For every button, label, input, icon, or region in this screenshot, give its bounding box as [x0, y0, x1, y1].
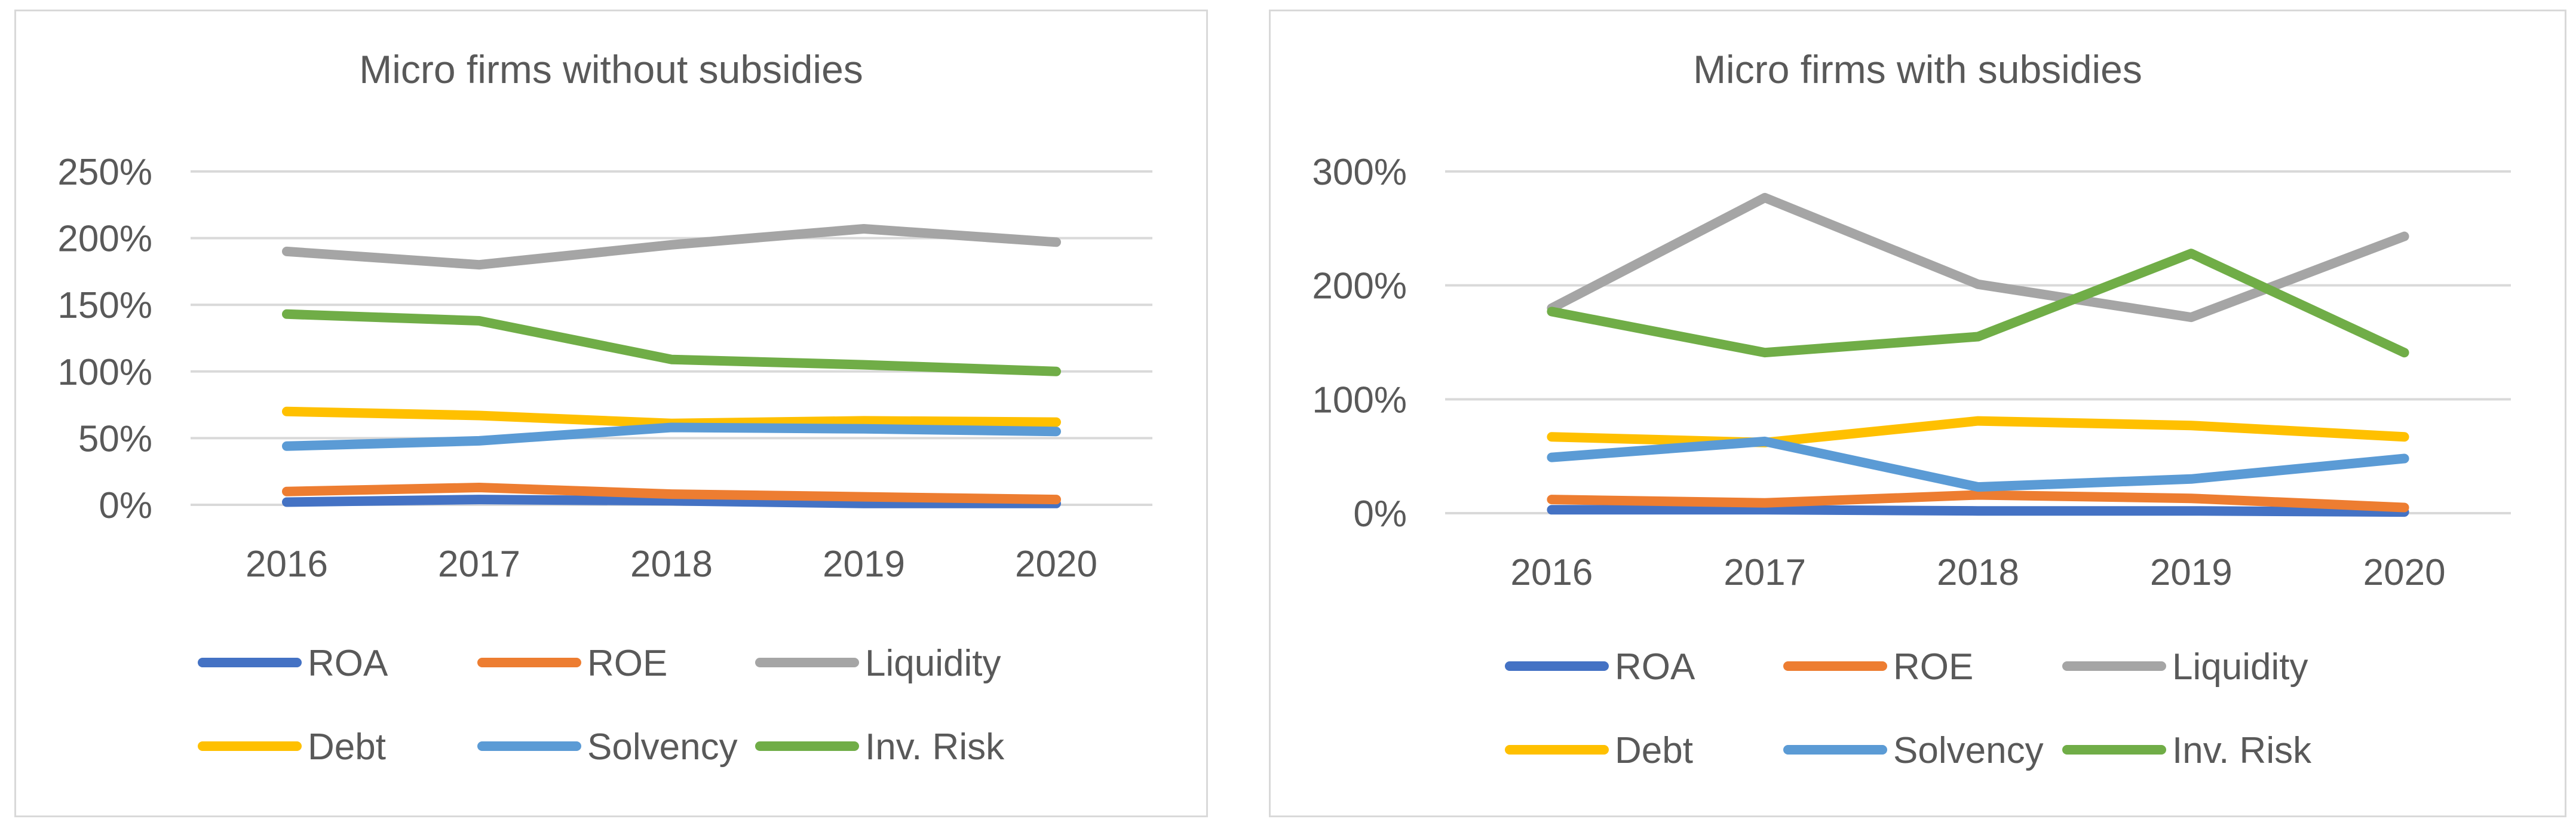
legend-label: ROA	[308, 643, 388, 684]
legend-label: Liquidity	[2172, 646, 2308, 688]
y-tick-label: 100%	[57, 352, 152, 393]
x-tick-label: 2016	[246, 544, 328, 585]
series-line-debt	[1547, 416, 2409, 447]
x-tick-label: 2017	[1724, 552, 1806, 593]
x-tick-label: 2018	[1937, 552, 2019, 593]
x-tick-label: 2017	[438, 544, 520, 585]
x-tick-label: 2019	[2150, 552, 2232, 593]
legend-label: Liquidity	[865, 643, 1001, 684]
series-line-solvency	[282, 422, 1061, 451]
legend-label: ROA	[1615, 646, 1695, 688]
y-tick-label: 50%	[78, 418, 152, 459]
legend-label: Inv. Risk	[865, 726, 1005, 768]
chart-svg: Micro firms without subsidies 0% 50% 100% 15…	[57, 47, 1152, 768]
legend-item-debt: Debt	[1505, 730, 1693, 771]
y-tick-label: 100%	[1312, 379, 1407, 421]
legend-item-liquidity: Liquidity	[2062, 646, 2308, 688]
y-tick-label: 250%	[57, 152, 152, 193]
series-line-roa	[1547, 505, 2409, 517]
legend-label: Solvency	[587, 726, 738, 768]
legend-label: Debt	[1615, 730, 1693, 771]
chart-svg: Micro firms with subsidies 0% 100% 200% 300%…	[1312, 47, 2511, 771]
x-tick-label: 2019	[823, 544, 905, 585]
series-line-roe	[1547, 490, 2409, 513]
chart-title: Micro firms with subsidies	[1693, 47, 2142, 91]
y-tick-label: 0%	[99, 485, 152, 526]
series-line-roe	[282, 483, 1061, 505]
series-line-inv-risk	[1547, 249, 2409, 358]
y-tick-label: 200%	[1312, 266, 1407, 307]
legend-item-roa: ROA	[198, 643, 388, 684]
series-line-liquidity	[1547, 192, 2409, 323]
legend-item-solvency: Solvency	[1783, 730, 2044, 771]
chart-panel-with-subsidies: Micro firms with subsidies 0% 100% 200% 300%…	[1269, 10, 2566, 817]
legend-label: Debt	[308, 726, 386, 768]
x-tick-label: 2018	[630, 544, 713, 585]
series-line-roa	[282, 495, 1061, 508]
legend-item-debt: Debt	[198, 726, 386, 768]
series-line-solvency	[1547, 436, 2409, 492]
legend-item-inv-risk: Inv. Risk	[755, 726, 1005, 768]
legend-item-roe: ROE	[477, 643, 667, 684]
y-tick-label: 0%	[1353, 493, 1407, 535]
legend-label: ROE	[1893, 646, 1973, 688]
series-line-liquidity	[282, 224, 1061, 270]
legend-item-inv-risk: Inv. Risk	[2062, 730, 2312, 771]
y-tick-label: 150%	[57, 285, 152, 326]
legend-label: ROE	[587, 643, 667, 684]
x-tick-label: 2020	[1015, 544, 1097, 585]
legend-label: Inv. Risk	[2172, 730, 2312, 771]
y-tick-label: 300%	[1312, 152, 1407, 193]
legend-item-roe: ROE	[1783, 646, 1973, 688]
chart-title: Micro firms without subsidies	[359, 47, 863, 91]
x-tick-label: 2016	[1510, 552, 1593, 593]
legend-label: Solvency	[1893, 730, 2044, 771]
legend-item-solvency: Solvency	[477, 726, 738, 768]
legend-item-liquidity: Liquidity	[755, 643, 1001, 684]
x-tick-label: 2020	[2363, 552, 2446, 593]
legend-item-roa: ROA	[1505, 646, 1695, 688]
series-line-inv-risk	[282, 309, 1061, 376]
series-line-debt	[282, 406, 1061, 428]
chart-panel-without-subsidies: Micro firms without subsidies 0% 50% 100% 15…	[14, 10, 1208, 817]
y-tick-label: 200%	[57, 219, 152, 260]
